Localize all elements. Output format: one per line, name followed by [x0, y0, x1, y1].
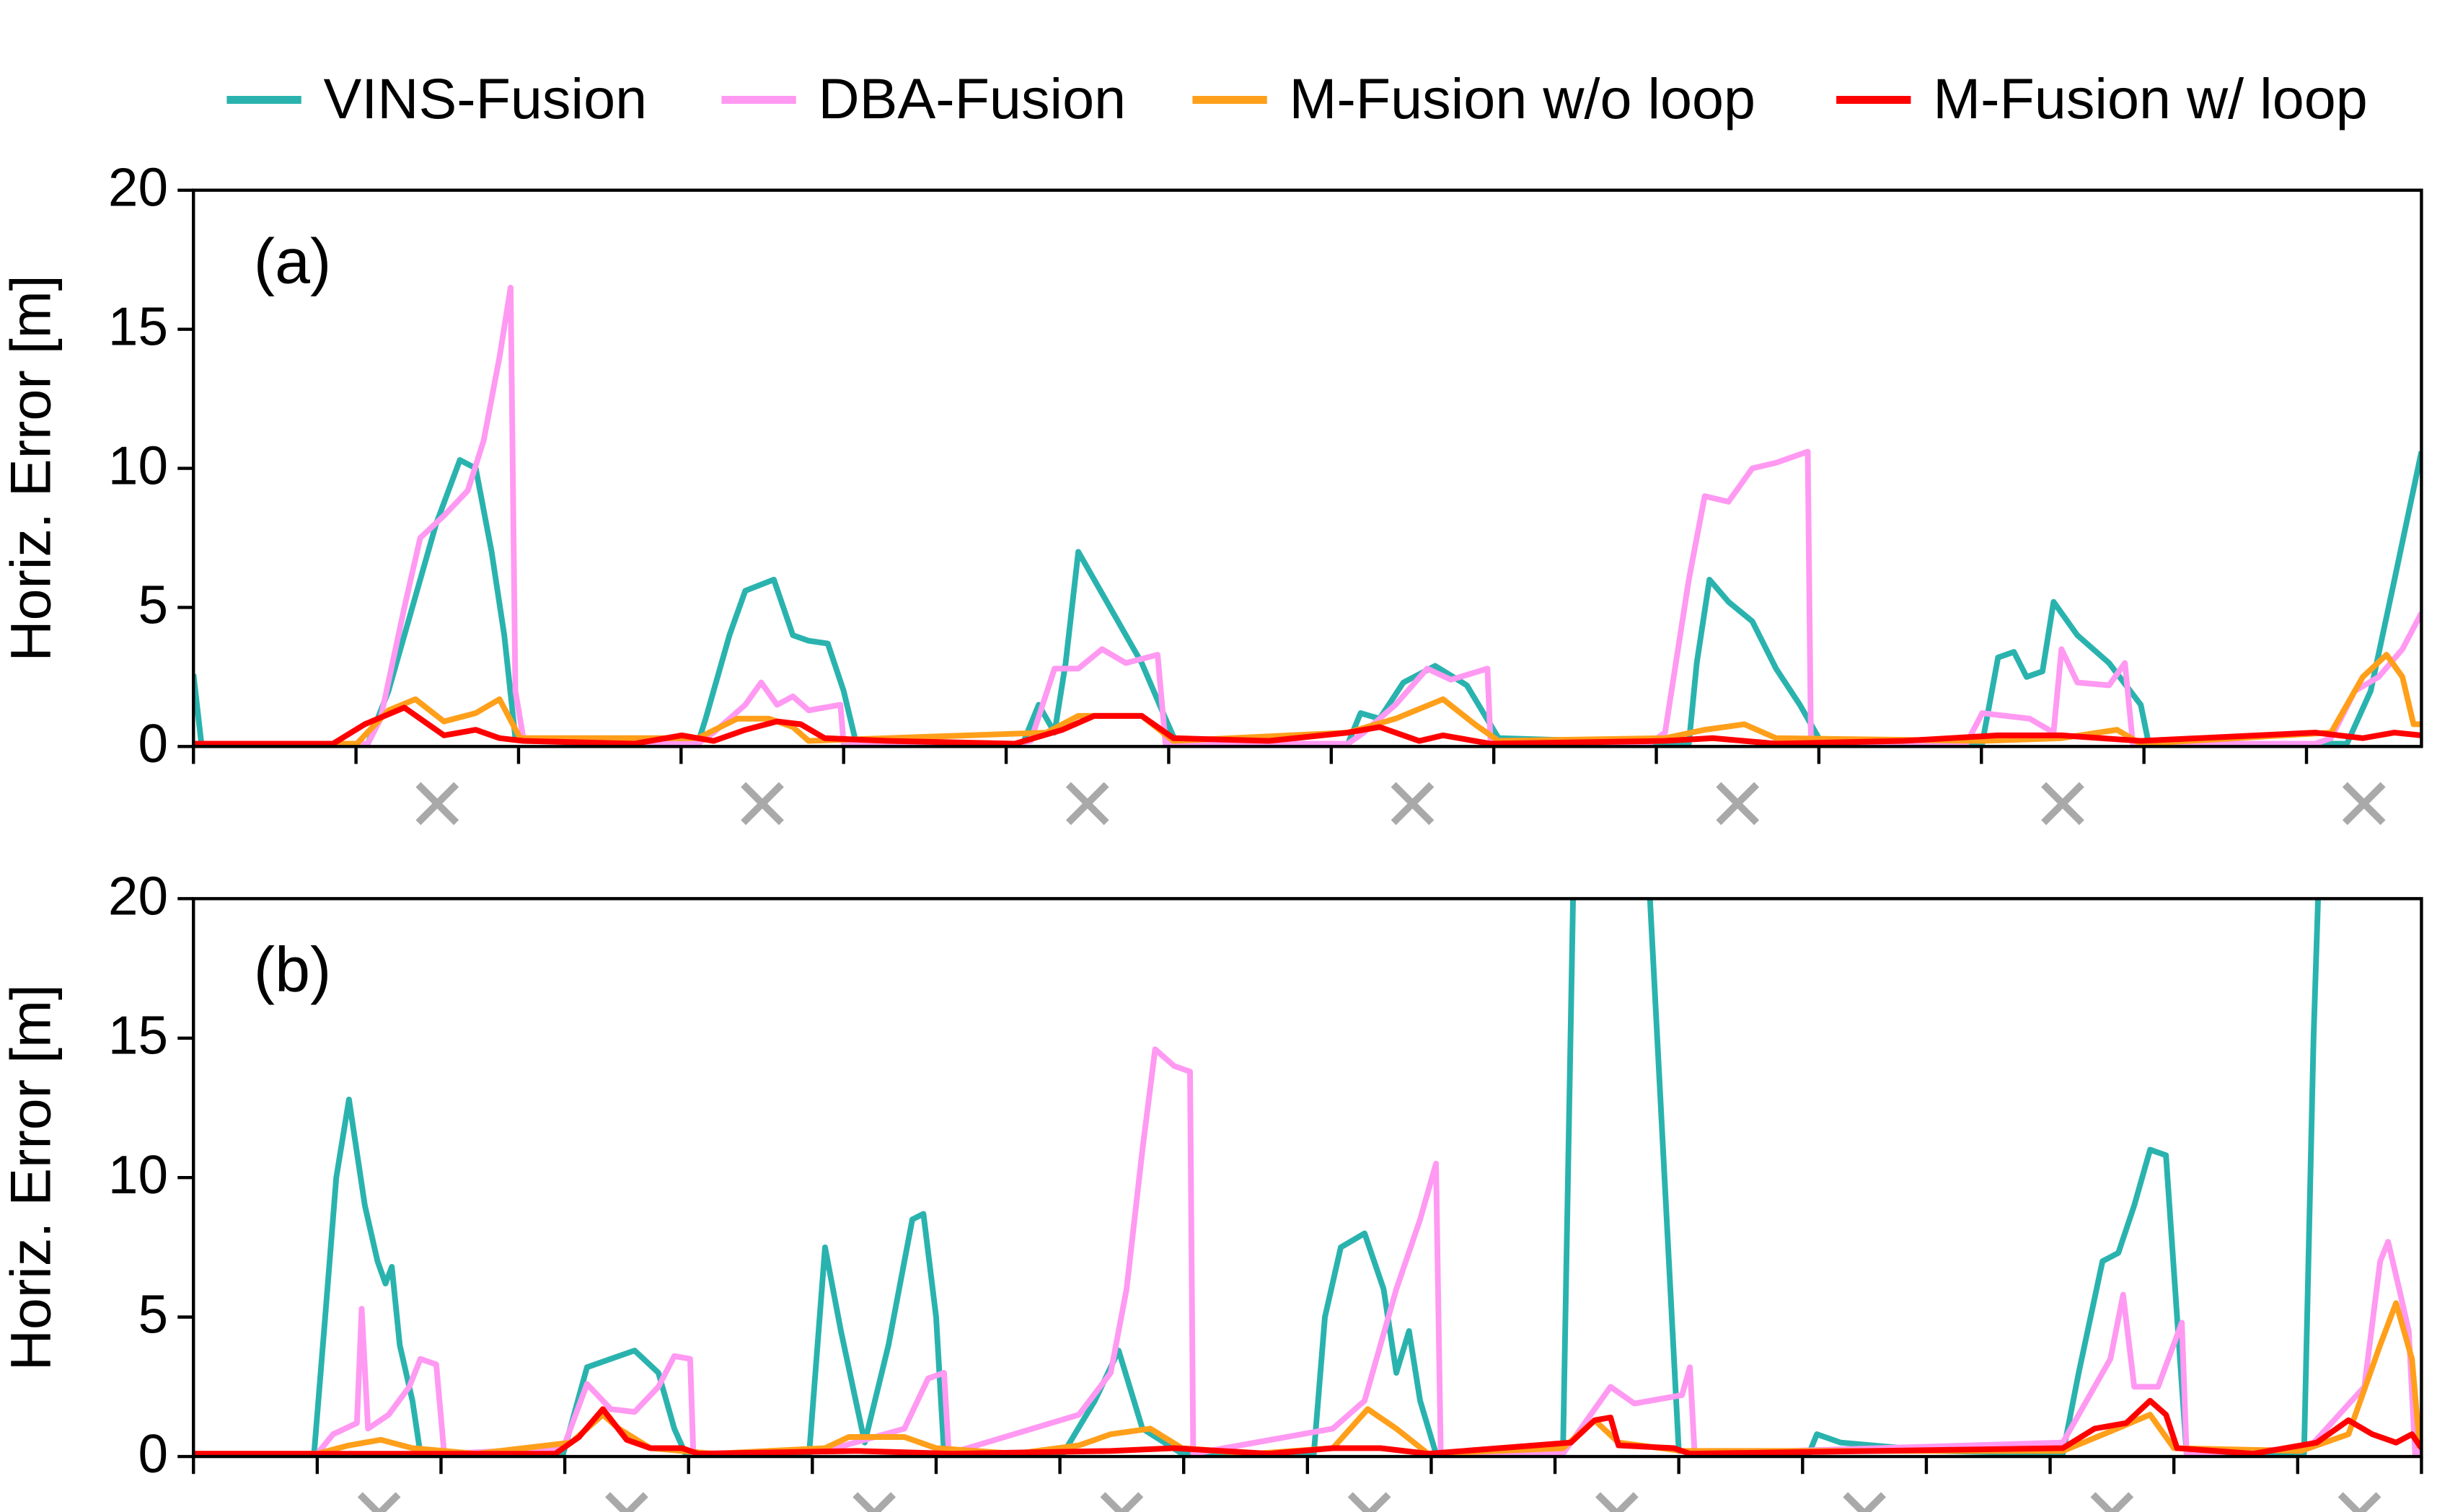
legend-label: M-Fusion w/o loop	[1290, 66, 1756, 131]
panel-label: (b)	[254, 934, 331, 1005]
data-line	[193, 1046, 2422, 1457]
y-tick-label: 0	[138, 713, 168, 774]
outage-cross	[1065, 782, 1109, 826]
y-tick-label: 5	[138, 574, 168, 635]
outage-cross	[1595, 1492, 1639, 1512]
data-line	[193, 451, 2422, 747]
panel: 0 5 10 15 20 (b) Horiz. Error [m]	[0, 865, 2423, 1512]
legend-label: M-Fusion w/ loop	[1933, 66, 2368, 131]
y-tick-label: 10	[108, 435, 168, 495]
outage-cross	[605, 1492, 648, 1512]
y-tick-label: 15	[108, 296, 168, 357]
y-tick-label: 10	[108, 1144, 168, 1205]
y-tick-label: 0	[138, 1423, 168, 1484]
y-tick-label: 20	[108, 157, 168, 218]
legend-label: DBA-Fusion	[819, 66, 1127, 131]
data-line	[193, 704, 2422, 747]
y-axis-label: Horiz. Error [m]	[0, 275, 62, 661]
data-line	[193, 284, 2422, 747]
y-axis-label: Horiz. Error [m]	[0, 984, 62, 1371]
outage-cross	[852, 1492, 896, 1512]
data-line	[193, 898, 2322, 1457]
y-tick-label: 15	[108, 1005, 168, 1066]
plot-frame	[192, 897, 2423, 1459]
outage-cross	[1347, 1492, 1391, 1512]
panel: 0 5 10 15 20 (a) Horiz. Error [m]	[0, 157, 2423, 826]
outage-cross	[2337, 1492, 2381, 1512]
outage-cross	[1716, 782, 1760, 826]
plot-frame	[192, 188, 2423, 748]
outage-cross	[1100, 1492, 1144, 1512]
outage-cross	[415, 782, 459, 826]
outage-cross	[2090, 1492, 2134, 1512]
outage-cross	[1391, 782, 1435, 826]
data-line	[193, 1397, 2422, 1457]
y-tick-label: 5	[138, 1284, 168, 1345]
outage-cross	[2342, 782, 2386, 826]
panel-label: (a)	[254, 226, 331, 297]
outage-cross	[357, 1492, 401, 1512]
y-tick-label: 20	[108, 865, 168, 926]
outage-cross	[1843, 1492, 1887, 1512]
legend: VINS-Fusion DBA-Fusion M-Fusion w/o loop M-…	[226, 66, 2368, 131]
data-line	[193, 652, 2422, 747]
outage-cross	[2041, 782, 2084, 826]
outage-cross	[741, 782, 784, 826]
legend-label: VINS-Fusion	[324, 66, 648, 131]
